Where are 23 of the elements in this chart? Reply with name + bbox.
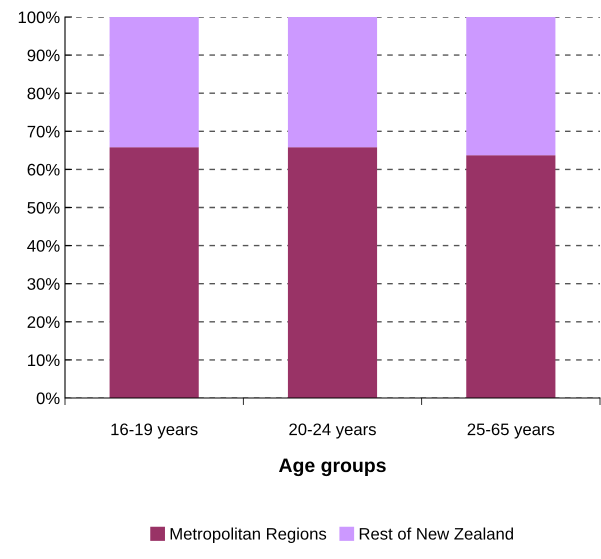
bar [288,17,378,148]
x-tick-label: 25-65 years [468,423,554,439]
bar [110,147,199,398]
bar [288,147,378,398]
y-tick-label: 0% [36,392,60,404]
x-axis-title: Age groups [278,458,386,476]
legend-label: Metropolitan Regions [170,527,326,544]
bar [466,17,556,156]
y-tick-label: 90% [28,50,60,62]
bar [110,17,199,148]
y-tick-label: 70% [28,126,60,138]
legend-label: Rest of New Zealand [360,527,513,540]
y-tick-label: 30% [27,278,60,290]
y-tick-label: 50% [27,202,60,214]
x-tick-label: 16-19 years [111,423,198,439]
y-tick-label: 100% [18,11,60,24]
x-tick-label: 20-24 years [289,423,376,439]
y-tick-label: 80% [28,88,60,100]
y-tick-label: 10% [28,354,60,366]
y-tick-label: 40% [27,240,60,252]
y-tick-label: 60% [28,164,60,176]
bar [466,155,556,398]
y-tick-label: 20% [28,316,60,328]
